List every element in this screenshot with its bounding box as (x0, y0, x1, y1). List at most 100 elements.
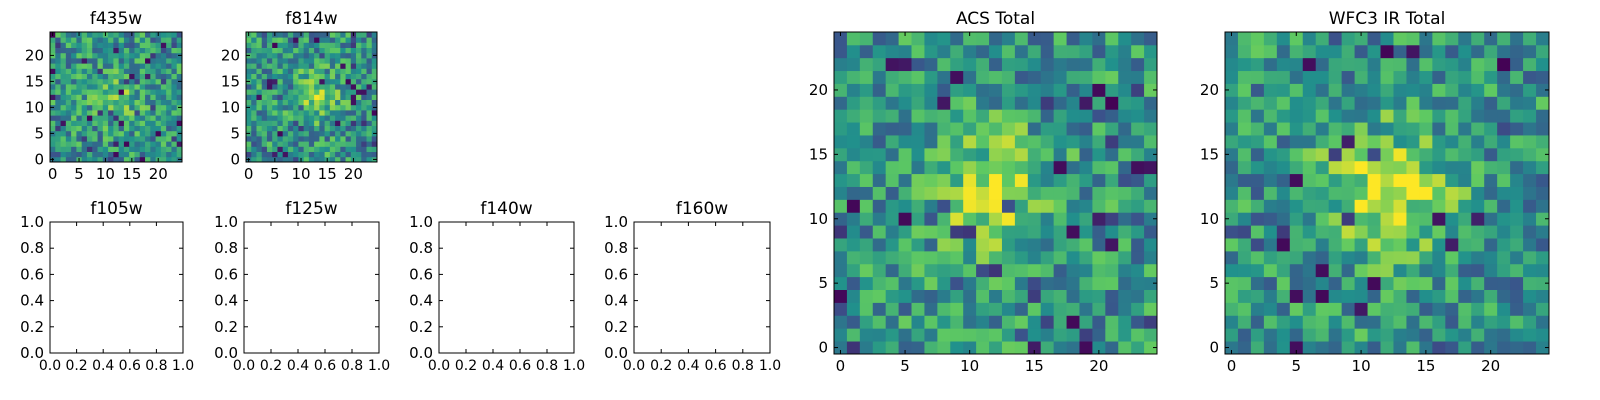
image-pixel (1053, 302, 1067, 316)
image-pixel (924, 276, 938, 290)
image-pixel (145, 130, 151, 137)
image-pixel (1092, 341, 1106, 355)
image-pixel (92, 130, 98, 137)
image-pixel (1225, 315, 1239, 329)
image-pixel (834, 32, 848, 46)
y-tick-label: 0.4 (20, 292, 44, 310)
image-pixel (92, 94, 98, 100)
image-pixel (1393, 122, 1407, 136)
image-pixel (1066, 225, 1080, 239)
image-pixel (1144, 70, 1158, 84)
image-pixel (340, 52, 346, 59)
image-pixel (1367, 96, 1381, 110)
image-pixel (1014, 173, 1029, 187)
image-pixel (1393, 225, 1407, 239)
image-pixel (989, 122, 1003, 136)
image-pixel (1250, 250, 1265, 265)
image-pixel (989, 238, 1003, 252)
image-pixel (139, 120, 146, 126)
image-pixel (134, 89, 141, 95)
image-pixel (340, 63, 346, 69)
image-pixel (1471, 32, 1485, 46)
image-pixel (1289, 263, 1304, 278)
image-pixel (937, 57, 951, 72)
image-pixel (266, 78, 273, 85)
image-pixel (71, 136, 77, 142)
image-pixel (1066, 302, 1080, 316)
image-pixel (1497, 315, 1511, 329)
image-pixel (911, 212, 925, 226)
image-pixel (86, 146, 93, 152)
image-pixel (81, 68, 88, 74)
image-pixel (1144, 57, 1158, 72)
image-pixel (50, 136, 56, 142)
image-pixel (86, 125, 93, 132)
image-pixel (976, 83, 990, 97)
image-pixel (261, 68, 268, 74)
image-pixel (859, 289, 874, 303)
image-pixel (277, 110, 284, 116)
image-pixel (366, 115, 373, 121)
image-pixel (329, 141, 336, 147)
image-pixel (1393, 70, 1407, 84)
image-pixel (308, 141, 315, 147)
image-pixel (989, 135, 1003, 149)
image-pixel (1523, 160, 1537, 175)
image-pixel (118, 125, 125, 132)
image-pixel (1523, 328, 1537, 342)
image-pixel (1341, 135, 1355, 149)
image-pixel (1484, 57, 1498, 72)
image-pixel (118, 120, 125, 126)
image-pixel (293, 115, 299, 121)
image-pixel (314, 94, 320, 100)
image-pixel (872, 289, 887, 303)
image-pixel (118, 136, 125, 142)
image-pixel (846, 199, 861, 213)
image-pixel (118, 146, 125, 152)
image-pixel (246, 84, 252, 90)
image-pixel (1027, 225, 1042, 239)
image-pixel (885, 341, 899, 355)
image-pixel (345, 32, 352, 38)
image-pixel (989, 199, 1003, 213)
image-pixel (160, 146, 167, 152)
image-pixel (1536, 263, 1550, 278)
image-pixel (1380, 160, 1394, 175)
image-pixel (1144, 263, 1158, 278)
image-pixel (76, 120, 83, 126)
image-pixel (1014, 212, 1029, 226)
image-pixel (1001, 96, 1016, 110)
image-pixel (319, 146, 325, 152)
image-pixel (102, 94, 109, 100)
image-pixel (335, 37, 341, 43)
image-pixel (937, 83, 951, 97)
image-pixel (924, 199, 938, 213)
image-pixel (1289, 70, 1304, 84)
image-pixel (1523, 225, 1537, 239)
image-pixel (1118, 96, 1132, 110)
image-pixel (1510, 70, 1524, 84)
image-pixel (139, 52, 146, 59)
image-pixel (834, 109, 848, 123)
y-tick-label: 0.6 (20, 265, 44, 283)
image-pixel (97, 47, 104, 54)
y-tick-label: 0 (230, 150, 240, 168)
image-pixel (171, 32, 178, 38)
x-tick-label: 15 (122, 165, 141, 183)
image-pixel (1237, 173, 1252, 187)
image-pixel (989, 212, 1003, 226)
image-pixel (314, 151, 320, 158)
image-pixel (123, 130, 130, 137)
image-pixel (1497, 96, 1511, 110)
image-pixel (293, 146, 299, 152)
image-pixel (1354, 109, 1368, 123)
image-pixel (1001, 276, 1016, 290)
image-pixel (319, 73, 325, 80)
image-pixel (160, 63, 167, 69)
image-pixel (129, 89, 135, 95)
y-tick-label: 5 (34, 124, 44, 142)
image-pixel (86, 84, 93, 90)
image-pixel (356, 130, 362, 137)
image-pixel (145, 125, 151, 132)
image-pixel (898, 32, 912, 46)
